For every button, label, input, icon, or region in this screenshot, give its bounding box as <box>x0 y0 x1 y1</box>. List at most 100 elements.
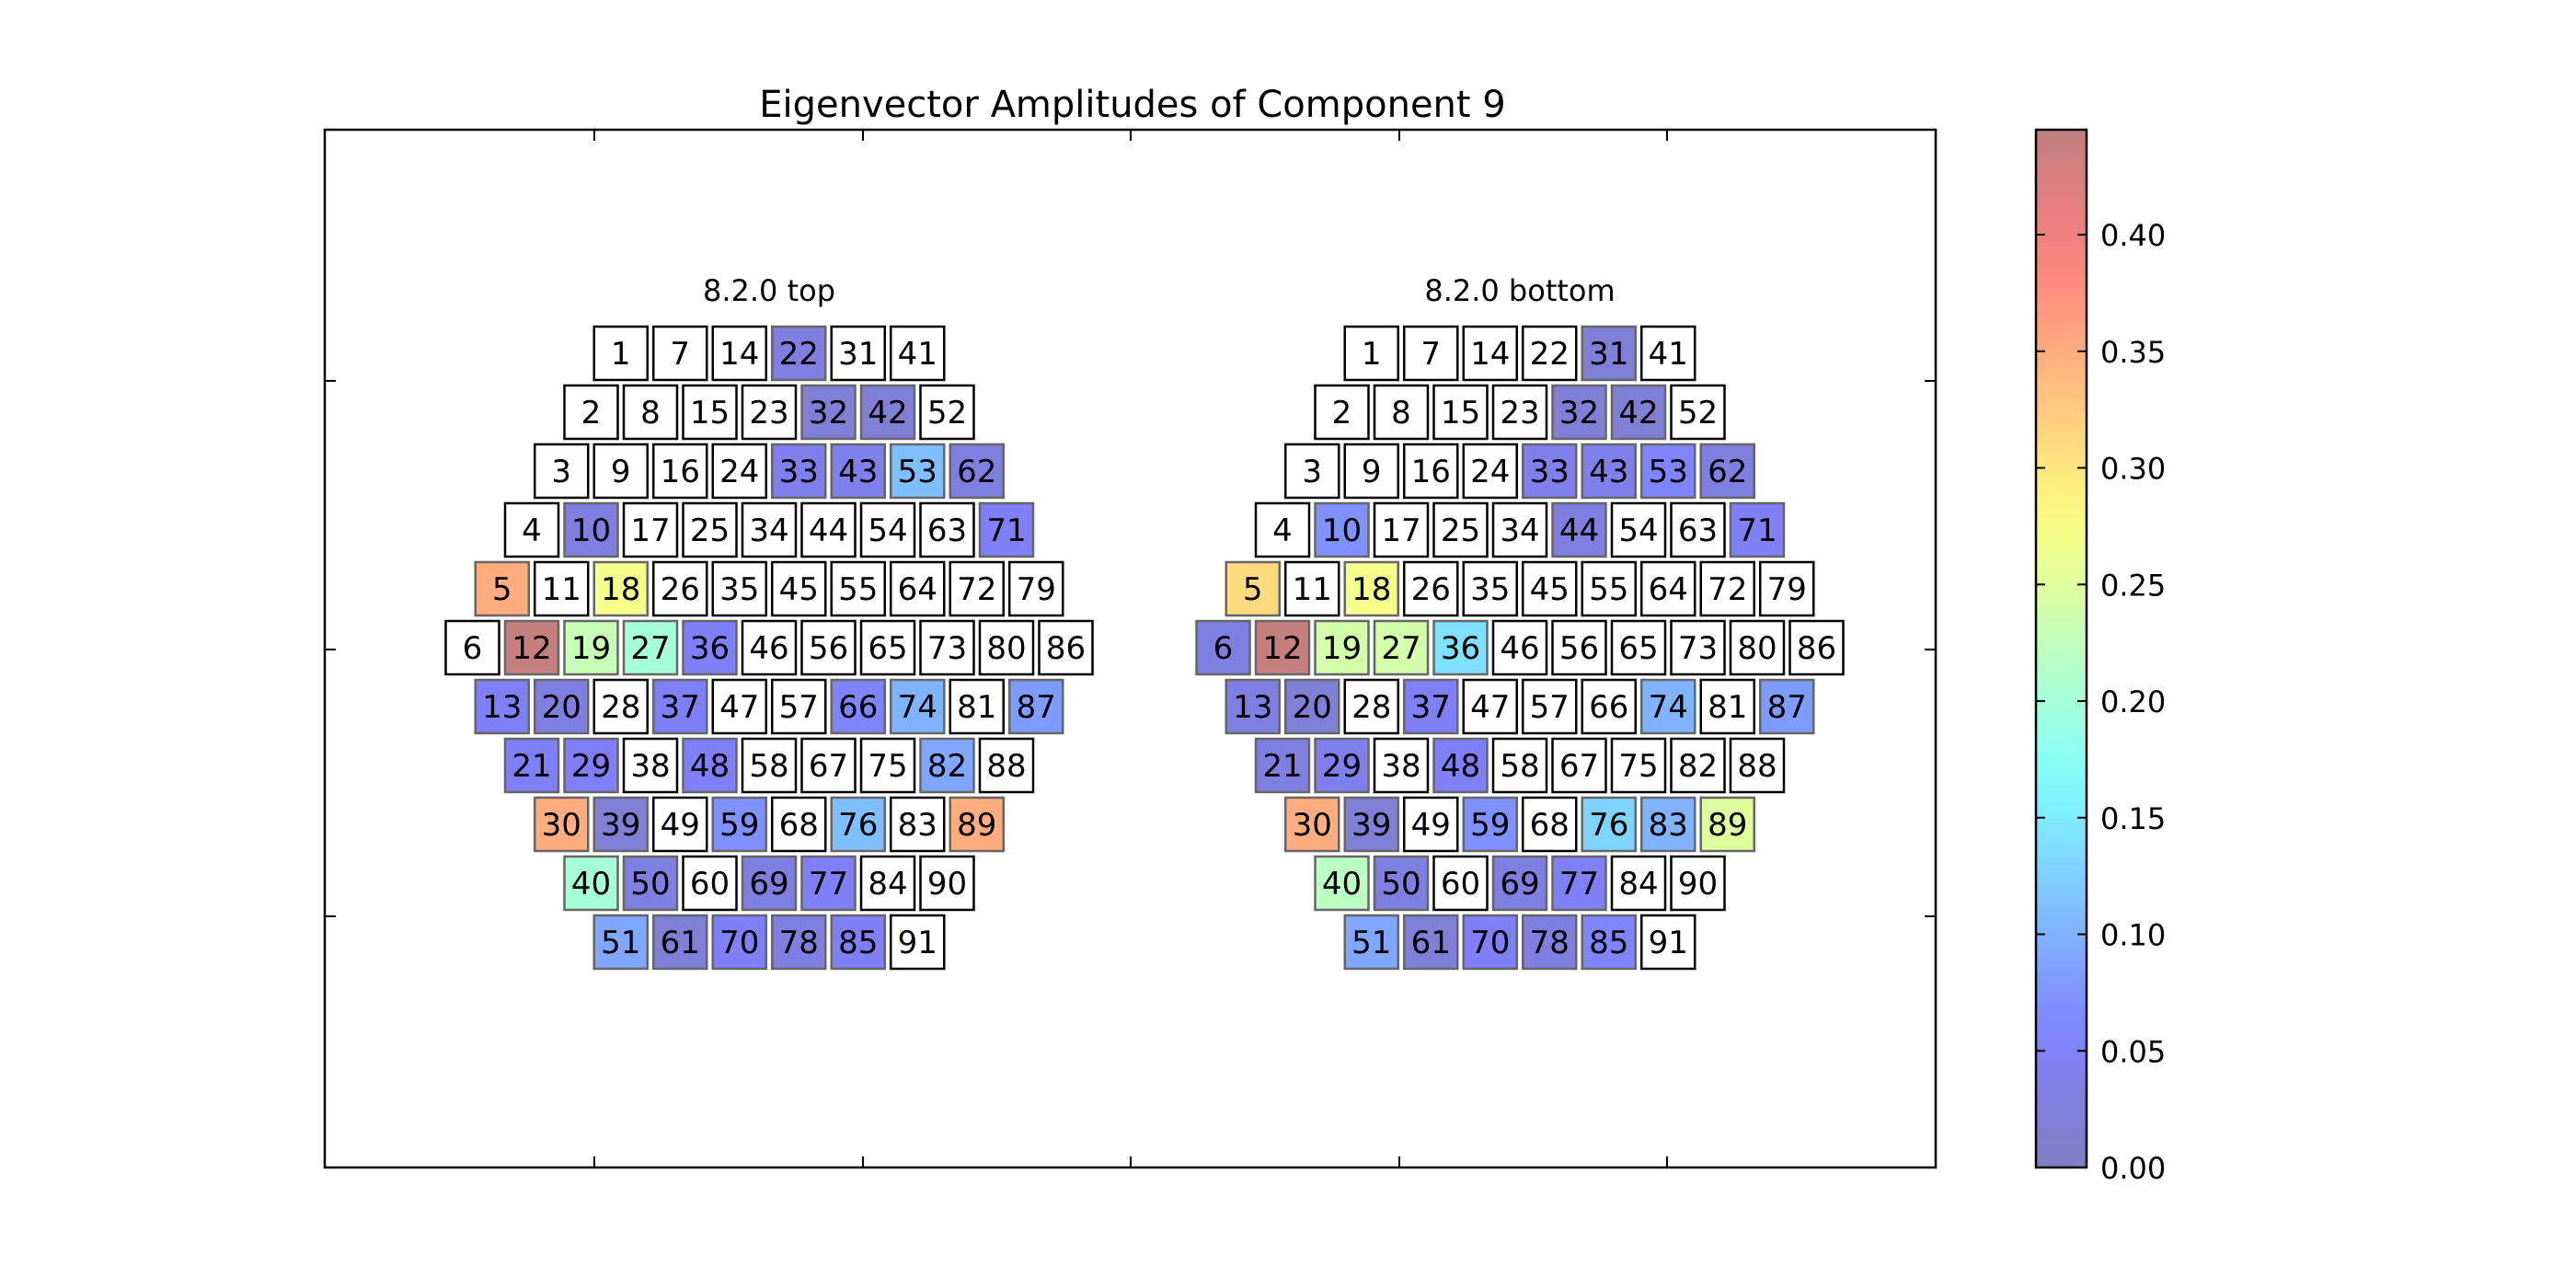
channel-cell <box>1462 678 1518 735</box>
channel-id: 44 <box>809 512 848 549</box>
channel-cell <box>919 855 975 912</box>
channel-id: 43 <box>1589 454 1628 490</box>
channel-cell <box>1008 678 1064 735</box>
colorbar-gradient <box>2036 130 2087 1167</box>
channel-cell <box>592 560 649 617</box>
channel-cell <box>534 678 590 735</box>
channel-cell <box>1551 855 1607 912</box>
channel-cell <box>1522 796 1578 853</box>
channel-cell <box>1373 855 1430 912</box>
channel-cell <box>1640 796 1696 853</box>
channel-cell <box>1491 501 1548 558</box>
channel-cell <box>1491 384 1548 441</box>
channel-cell <box>444 619 500 676</box>
channel-id: 38 <box>630 748 670 785</box>
channel-id: 55 <box>1589 571 1628 608</box>
channel-id: 56 <box>1559 630 1599 667</box>
channel-cell <box>1699 443 1755 500</box>
channel-id: 20 <box>1293 689 1332 726</box>
channel-cell <box>1314 501 1370 558</box>
axis-ticks <box>325 130 1936 1167</box>
channel-cell <box>1699 678 1755 735</box>
channel-id: 87 <box>1767 689 1807 726</box>
channel-cell <box>830 325 886 382</box>
panel-label: 8.2.0 top <box>703 273 835 308</box>
channel-cell <box>771 914 827 971</box>
channel-cell <box>1610 384 1667 441</box>
channel-id: 57 <box>779 689 819 726</box>
channel-cell <box>1670 619 1726 676</box>
colorbar-tick-label: 0.00 <box>2100 1151 2166 1186</box>
channel-id: 23 <box>1500 395 1539 431</box>
channel-id: 89 <box>1708 807 1747 844</box>
channel-cell <box>830 443 886 500</box>
channel-id: 60 <box>690 866 730 903</box>
channel-id: 4 <box>522 512 542 549</box>
channel-id: 82 <box>1678 748 1718 785</box>
channel-cell <box>1759 678 1815 735</box>
channel-id: 13 <box>1233 689 1272 726</box>
channel-id: 84 <box>1618 866 1658 903</box>
channel-cell <box>1522 443 1578 500</box>
channel-cell <box>711 443 767 500</box>
channel-cell <box>1581 796 1637 853</box>
channel-id: 58 <box>749 748 788 785</box>
channel-cell <box>890 796 946 853</box>
channel-id: 26 <box>661 571 700 608</box>
channel-cell <box>1038 619 1094 676</box>
channel-id: 85 <box>1589 925 1628 961</box>
channel-cell <box>890 678 946 735</box>
channel-cell <box>682 384 738 441</box>
channel-id: 33 <box>779 454 819 490</box>
channel-id: 32 <box>809 395 848 431</box>
channel-cell <box>1008 560 1064 617</box>
channel-id: 41 <box>1649 336 1688 373</box>
channel-cell <box>771 443 827 500</box>
channel-id: 89 <box>957 807 996 844</box>
channel-cell <box>1432 501 1489 558</box>
channel-id: 2 <box>581 395 602 431</box>
channel-cell <box>741 619 798 676</box>
channel-cell <box>1522 560 1578 617</box>
channel-id: 19 <box>571 630 611 667</box>
channel-cell <box>771 796 827 853</box>
channel-cell <box>1284 678 1340 735</box>
channel-cell <box>978 501 1035 558</box>
channel-id: 67 <box>1559 748 1599 785</box>
channel-id: 51 <box>601 925 640 961</box>
channel-cell <box>1788 619 1845 676</box>
channel-id: 28 <box>1351 689 1391 726</box>
channel-cell <box>1343 678 1399 735</box>
channel-id: 83 <box>1649 807 1688 844</box>
channel-cell <box>503 501 560 558</box>
channel-cell <box>682 501 738 558</box>
channel-cell <box>1729 619 1786 676</box>
channel-id: 80 <box>1737 630 1777 667</box>
channel-id: 84 <box>868 866 907 903</box>
channel-cell <box>1610 501 1667 558</box>
channel-id: 12 <box>1262 630 1302 667</box>
channel-id: 66 <box>1589 689 1628 726</box>
channel-cell <box>1314 737 1370 794</box>
channel-cell <box>1670 855 1726 912</box>
channel-cell <box>1551 619 1607 676</box>
channel-cell <box>741 855 798 912</box>
colorbar-tick-label: 0.25 <box>2100 568 2166 603</box>
channel-cell <box>1373 619 1430 676</box>
channel-id: 55 <box>838 571 878 608</box>
colorbar-tick-label: 0.05 <box>2100 1034 2166 1069</box>
channel-id: 10 <box>571 512 611 549</box>
channel-cell <box>1522 914 1578 971</box>
channel-cell <box>741 737 798 794</box>
channel-id: 63 <box>1678 512 1718 549</box>
channel-cell <box>563 501 619 558</box>
channel-cell <box>800 737 857 794</box>
channel-cell <box>800 384 857 441</box>
channel-id: 15 <box>690 395 730 431</box>
channel-id: 53 <box>1649 454 1688 490</box>
channel-id: 24 <box>719 454 759 490</box>
channel-cell <box>1729 737 1786 794</box>
channel-cell <box>1284 796 1340 853</box>
